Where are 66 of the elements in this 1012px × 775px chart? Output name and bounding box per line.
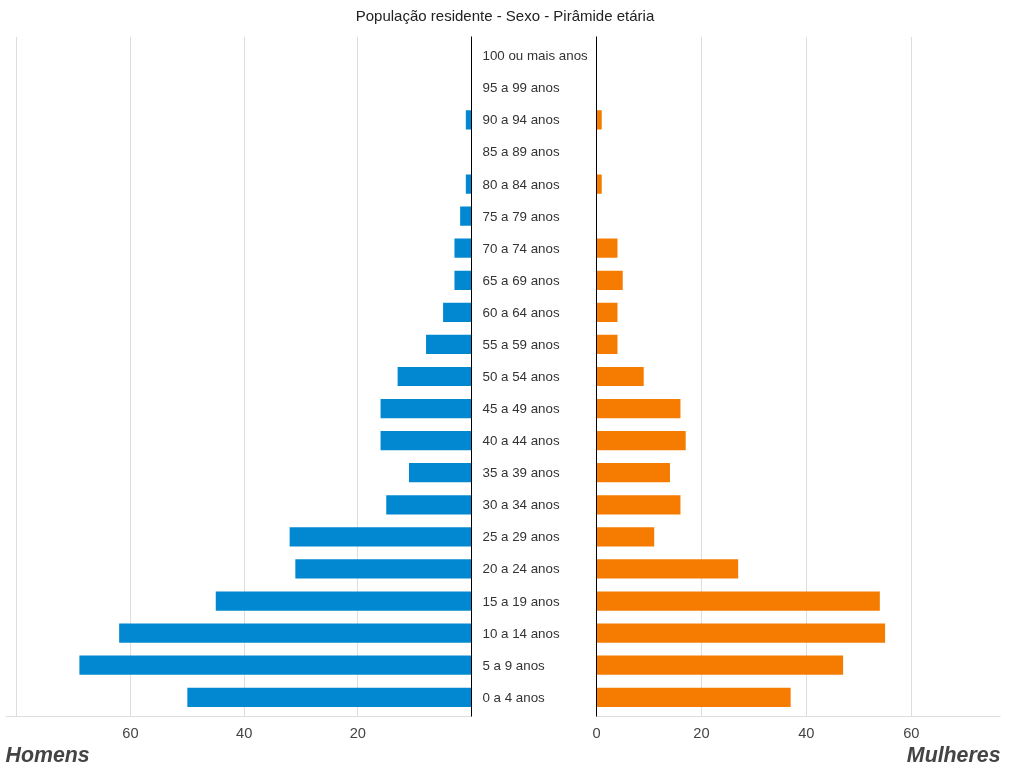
bar <box>596 431 686 451</box>
y-tick-label: 10 a 14 anos <box>482 626 560 642</box>
bar <box>596 303 618 323</box>
y-tick-label: 70 a 74 anos <box>482 241 560 257</box>
bar <box>596 688 791 708</box>
bar <box>215 591 472 612</box>
bar <box>380 431 472 451</box>
x-tick-label: 60 <box>122 724 139 741</box>
bar <box>596 655 844 676</box>
y-tick-label: 75 a 79 anos <box>482 209 560 225</box>
bar <box>295 559 472 579</box>
bar <box>596 110 602 130</box>
y-tick-label: 30 a 34 anos <box>482 497 560 513</box>
bar <box>386 495 472 515</box>
y-tick-label: 5 a 9 anos <box>482 658 546 674</box>
bar <box>397 367 472 387</box>
x-tick-label: 20 <box>693 724 710 741</box>
y-tick-label: 65 a 69 anos <box>482 273 560 289</box>
bar <box>465 110 472 130</box>
y-tick-label: 50 a 54 anos <box>482 369 560 385</box>
bar <box>408 463 472 483</box>
y-tick-label: 35 a 39 anos <box>482 465 560 481</box>
y-tick-label: 25 a 29 anos <box>482 529 560 545</box>
y-tick-label: 40 a 44 anos <box>482 433 560 449</box>
bar <box>79 655 472 676</box>
x-tick-label: 60 <box>903 724 920 741</box>
bar <box>596 271 623 291</box>
y-tick-label: 90 a 94 anos <box>482 112 560 128</box>
y-tick-label: 60 a 64 anos <box>482 305 560 321</box>
bar <box>454 271 472 291</box>
bar <box>596 239 618 259</box>
y-tick-label: 55 a 59 anos <box>482 337 560 353</box>
x-axis-title: Mulheres <box>906 742 1001 767</box>
text: População residente - Sexo - Pirâmide etária <box>355 6 655 26</box>
y-tick-label: 80 a 84 anos <box>482 176 560 192</box>
y-tick-label: 20 a 24 anos <box>482 561 560 577</box>
x-tick-label: 40 <box>798 724 815 741</box>
x-tick-label: 0 <box>592 724 601 741</box>
x-tick-label: 20 <box>349 724 366 741</box>
y-tick-label: 100 ou mais anos <box>482 48 589 64</box>
bar <box>596 463 670 483</box>
bar <box>443 303 472 323</box>
y-tick-label: 0 a 4 anos <box>482 690 546 706</box>
bar <box>454 239 472 259</box>
bar <box>596 495 681 515</box>
bar <box>596 527 655 547</box>
bar <box>596 399 681 419</box>
y-tick-label: 45 a 49 anos <box>482 401 560 417</box>
bar <box>460 206 472 227</box>
bar <box>596 623 886 644</box>
bar <box>289 527 472 547</box>
bar <box>187 688 472 708</box>
bar <box>596 335 618 355</box>
y-tick-label: 15 a 19 anos <box>482 593 560 609</box>
bar <box>596 174 602 195</box>
bar <box>426 335 472 355</box>
bar <box>119 623 472 644</box>
bar <box>596 367 644 387</box>
x-axis-title: Homens <box>5 742 90 767</box>
bar <box>596 559 739 579</box>
bar <box>596 591 880 612</box>
bar <box>380 399 472 419</box>
bar <box>465 174 472 195</box>
y-tick-label: 95 a 99 anos <box>482 80 560 96</box>
y-tick-label: 85 a 89 anos <box>482 144 560 160</box>
x-tick-label: 40 <box>236 724 253 741</box>
